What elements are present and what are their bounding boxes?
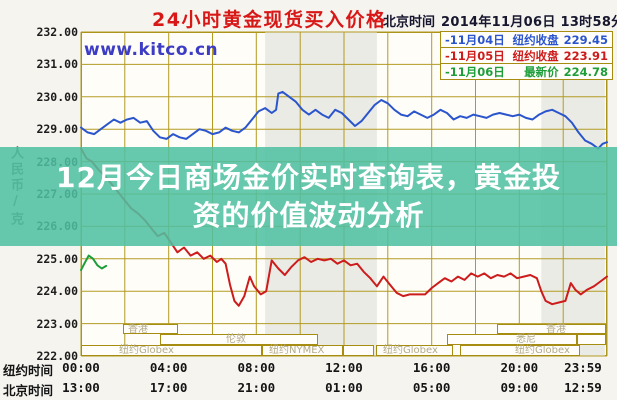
session-label: 纽约NYMEX bbox=[269, 345, 325, 357]
datetime-label: 2014年11月06日 13时58分 bbox=[441, 15, 617, 30]
legend-series-label: -11月04日 bbox=[445, 32, 505, 47]
time-axis-row-label: 北京时间 bbox=[3, 383, 54, 398]
session-label: 伦敦 bbox=[226, 334, 246, 346]
legend-series-label: -11月06日 bbox=[445, 64, 505, 79]
session-bar-香港: 香港 bbox=[497, 323, 606, 335]
headline-line-1: 12月今日商场金价实时查询表，黄金投 bbox=[56, 160, 561, 194]
session-bar-悉尼: 悉尼 bbox=[447, 334, 577, 346]
session-bar-纽约Globex: 纽约Globex bbox=[376, 345, 453, 356]
session-bar-伦敦: 伦敦 bbox=[160, 334, 318, 346]
legend-row-nov06: -11月06日 最新价 224.78 bbox=[441, 64, 612, 79]
y-axis-tick-label: 232.00 bbox=[36, 25, 78, 39]
time-tick-label: 16:00 bbox=[412, 360, 451, 375]
y-axis-tick-label: 225.00 bbox=[36, 251, 78, 266]
time-tick-label: 01:00 bbox=[325, 380, 363, 395]
time-tick-label: 12:59 bbox=[564, 380, 602, 395]
legend: -11月04日 纽约收盘 229.45 -11月05日 纽约收盘 223.91 -1… bbox=[440, 31, 613, 80]
time-tick-label: 13:00 bbox=[62, 380, 100, 395]
watermark-kitco: www.kitco.cn bbox=[84, 40, 219, 60]
session-bar bbox=[577, 334, 606, 346]
time-tick-label: 00:00 bbox=[62, 360, 100, 375]
time-tick-label: 12:00 bbox=[325, 360, 363, 375]
legend-series-value: 纽约收盘 223.91 bbox=[512, 48, 608, 63]
timezone-label: 北京时间 bbox=[383, 15, 436, 30]
session-label: 香港 bbox=[546, 323, 566, 335]
legend-series-value: 最新价 224.78 bbox=[524, 64, 608, 79]
legend-series-label: -11月05日 bbox=[445, 48, 505, 63]
y-axis-tick-label: 231.00 bbox=[36, 57, 78, 72]
session-bar-纽约Globex: 纽约Globex bbox=[81, 345, 262, 356]
time-tick-label: 04:00 bbox=[149, 360, 188, 375]
y-axis-tick-label: 230.00 bbox=[36, 89, 78, 104]
legend-row-nov04: -11月04日 纽约收盘 229.45 bbox=[441, 32, 612, 48]
time-axis-row-label: 纽约时间 bbox=[3, 363, 54, 378]
session-bar-纽约Globex: 纽约Globex bbox=[460, 345, 580, 356]
time-tick-label: 17:00 bbox=[149, 380, 188, 395]
headline-line-2: 资的价值波动分析 bbox=[192, 198, 425, 232]
time-tick-label: 21:00 bbox=[237, 380, 276, 395]
y-axis-tick-label: 222.00 bbox=[36, 349, 78, 363]
time-tick-label: 23:59 bbox=[564, 360, 602, 375]
headline-overlay: 12月今日商场金价实时查询表，黄金投 资的价值波动分析 bbox=[0, 147, 617, 246]
y-axis-tick-label: 229.00 bbox=[36, 122, 78, 137]
session-bar-纽约NYMEX: 纽约NYMEX bbox=[262, 345, 343, 356]
session-label: 纽约Globex bbox=[119, 345, 174, 357]
chart-title: 24小时黄金现货买入价格 bbox=[152, 9, 387, 31]
session-label: 香港 bbox=[128, 323, 148, 335]
legend-row-nov05: -11月05日 纽约收盘 223.91 bbox=[441, 48, 612, 64]
session-bar bbox=[343, 345, 374, 356]
time-tick-label: 09:00 bbox=[500, 380, 539, 395]
time-tick-label: 08:00 bbox=[237, 360, 276, 375]
session-label: 悉尼 bbox=[516, 334, 536, 346]
session-label: 纽约Globex bbox=[383, 345, 438, 357]
session-label: 纽约Globex bbox=[515, 345, 570, 357]
time-tick-label: 05:00 bbox=[412, 380, 451, 395]
legend-series-value: 纽约收盘 229.45 bbox=[512, 32, 608, 47]
y-axis-tick-label: 224.00 bbox=[36, 284, 78, 299]
time-tick-label: 20:00 bbox=[500, 360, 539, 375]
session-bar-香港: 香港 bbox=[123, 323, 178, 335]
y-axis-tick-label: 223.00 bbox=[36, 316, 78, 331]
